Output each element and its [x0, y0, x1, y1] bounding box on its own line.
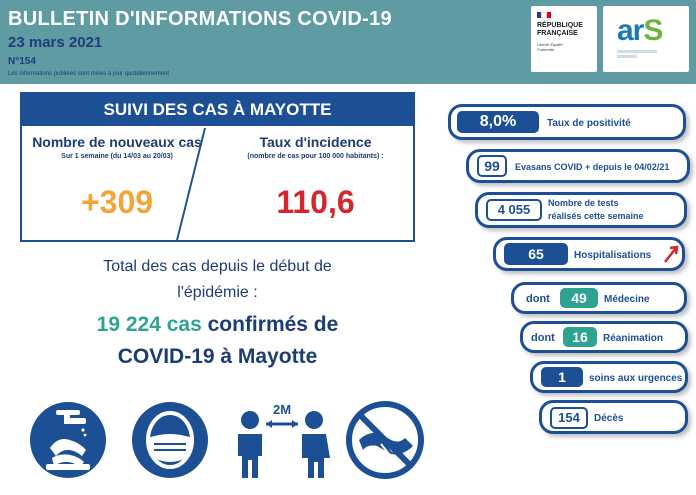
republique-francaise-logo: RÉPUBLIQUE FRANÇAISE Liberté Égalité Fra… — [531, 6, 597, 72]
ars-subtitle — [617, 50, 677, 58]
distance-label: 2M — [273, 402, 291, 417]
total-line-3: 19 224 cas confirmés de — [20, 313, 415, 337]
hosp-label: Hospitalisations — [574, 250, 652, 261]
tests-label-1: Nombre de tests — [548, 198, 619, 208]
new-cases-label: Nombre de nouveaux cas — [32, 134, 202, 150]
rf-name: RÉPUBLIQUE FRANÇAISE — [537, 22, 583, 37]
total-line-4: COVID-19 à Mayotte — [117, 345, 318, 368]
urg-label: soins aux urgences — [589, 373, 683, 384]
med-value: 49 — [560, 288, 598, 308]
bulletin-title: BULLETIN D'INFORMATIONS COVID-19 — [8, 8, 392, 30]
rea-label: Réanimation — [603, 333, 664, 344]
bulletin-number: N°154 — [8, 56, 36, 67]
med-prefix: dont — [526, 293, 550, 305]
total-confirmed: confirmés de — [207, 313, 339, 336]
new-cases-column: Nombre de nouveaux cas Sur 1 semaine (du… — [22, 134, 212, 221]
header-banner: BULLETIN D'INFORMATIONS COVID-19 23 mars… — [0, 0, 696, 84]
tests-label-2: réalisés cette semaine — [548, 211, 644, 221]
ars-wordmark-s: S — [643, 14, 663, 47]
deces-value: 154 — [550, 407, 588, 429]
ars-wordmark-a: ar — [617, 14, 644, 47]
incidence-sub: (nombre de cas pour 100 000 habitants) : — [247, 153, 384, 160]
new-cases-value: +309 — [80, 184, 154, 220]
update-note: Les informations publiées sont mises à j… — [8, 71, 170, 77]
rea-prefix: dont — [531, 332, 555, 344]
total-count: 19 224 cas — [96, 313, 202, 336]
tests-value: 4 055 — [486, 199, 542, 221]
ars-wordmark: arS — [617, 14, 663, 48]
stat-reanimation: dont 16 Réanimation — [520, 321, 688, 353]
positivity-value: 8,0% — [457, 111, 539, 133]
bulletin-date: 23 mars 2021 — [8, 34, 103, 51]
cases-summary-box: SUIVI DES CAS À MAYOTTE Nombre de nouvea… — [20, 92, 415, 242]
incidence-label: Taux d'incidence — [259, 134, 372, 150]
incidence-column: Taux d'incidence (nombre de cas pour 100… — [218, 134, 413, 221]
total-line-2: l'épidémie : — [177, 284, 258, 301]
stat-hospitalisations: 65 Hospitalisations — [493, 237, 685, 271]
stat-urgences: 1 soins aux urgences — [530, 361, 688, 393]
stat-tests: 4 055 Nombre de tests réalisés cette sem… — [475, 192, 687, 228]
evasan-label: Evasans COVID + depuis le 04/02/21 — [515, 162, 670, 172]
hand-washing-icon — [28, 400, 108, 480]
stat-evasan: 99 Evasans COVID + depuis le 04/02/21 — [466, 149, 690, 183]
stat-deces: 154 Décès — [539, 400, 688, 434]
new-cases-period: Sur 1 semaine (du 14/03 au 20/03) — [61, 153, 173, 160]
trend-up-icon — [664, 245, 679, 263]
distance-icon: 2M — [234, 400, 330, 480]
positivity-label: Taux de positivité — [547, 118, 631, 129]
urg-value: 1 — [541, 367, 583, 387]
med-label: Médecine — [604, 294, 650, 305]
stat-medecine: dont 49 Médecine — [511, 282, 687, 314]
rea-value: 16 — [563, 327, 597, 347]
total-line-1: Total des cas depuis le début de — [103, 258, 332, 275]
french-flag-icon — [537, 12, 551, 18]
hosp-value: 65 — [504, 243, 568, 265]
no-handshake-icon — [345, 400, 425, 480]
rf-motto: Liberté Égalité Fraternité — [537, 42, 563, 52]
incidence-value: 110,6 — [276, 184, 355, 220]
cases-summary-heading: SUIVI DES CAS À MAYOTTE — [22, 94, 413, 126]
evasan-value: 99 — [477, 155, 507, 177]
mask-icon — [130, 400, 210, 480]
ars-logo: arS — [603, 6, 689, 72]
stat-positivity: 8,0% Taux de positivité — [448, 104, 686, 140]
deces-label: Décès — [594, 413, 624, 424]
